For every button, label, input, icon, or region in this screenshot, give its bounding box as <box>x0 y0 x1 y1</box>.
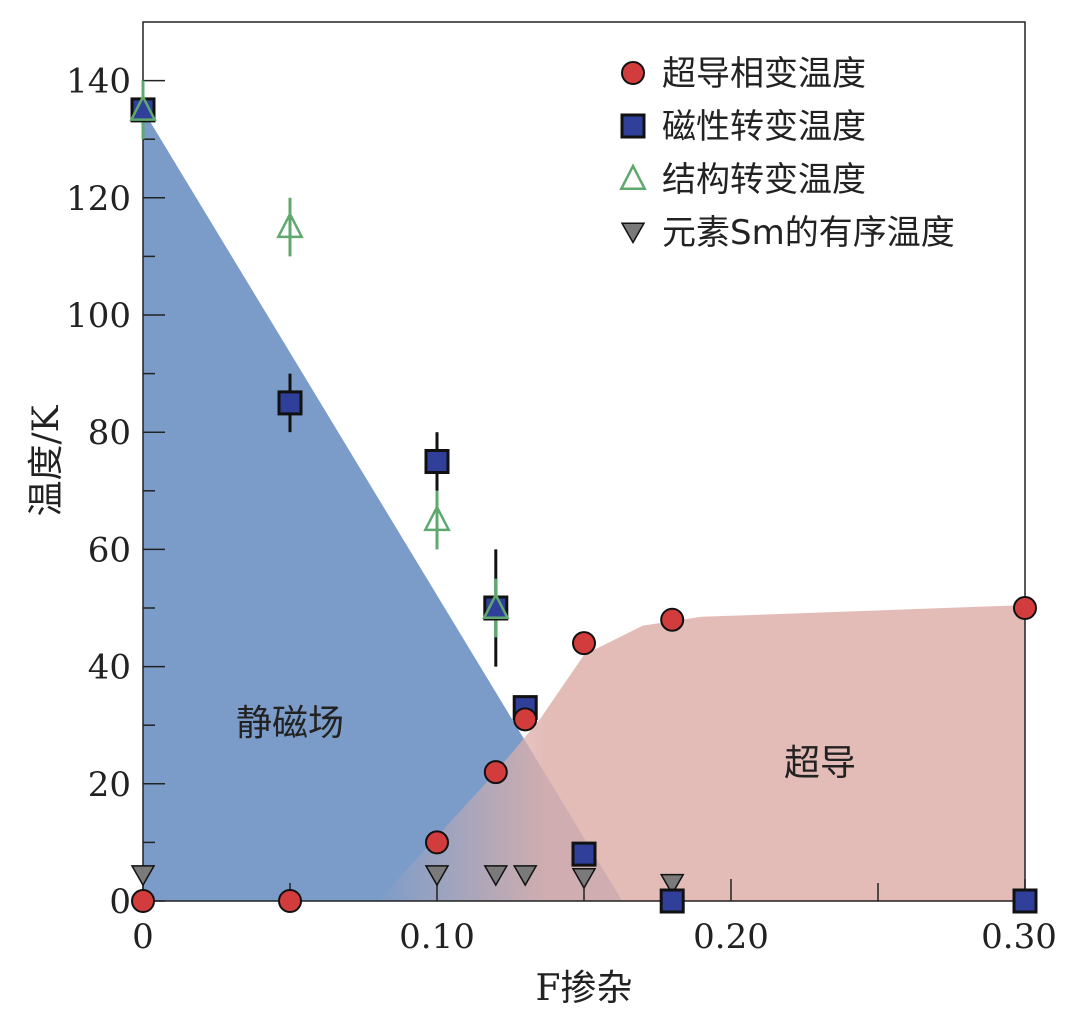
data-point <box>483 865 509 887</box>
data-point <box>277 390 303 416</box>
y-tick-label: 40 <box>88 648 131 688</box>
legend-marker <box>620 113 646 139</box>
y-axis-title: 温度/K <box>26 404 67 516</box>
legend-label: 磁性转变温度 <box>662 107 866 147</box>
tick-labels: 0 0.10 0.20 0.30 0 20 40 60 80 100 120 140 <box>66 62 1057 957</box>
data-point <box>659 873 685 896</box>
data-point <box>276 211 304 239</box>
x-tick-label: 0.10 <box>399 917 475 957</box>
data-point <box>572 631 596 656</box>
x-axis-title: F掺杂 <box>536 968 633 1009</box>
data-point <box>423 504 451 532</box>
data-point <box>483 760 508 785</box>
superconducting-region <box>378 605 1025 901</box>
data-point <box>278 889 302 913</box>
y-tick-label: 100 <box>66 296 131 336</box>
data-point <box>130 865 156 887</box>
legend-label: 超导相变温度 <box>662 54 866 94</box>
y-tick-label: 120 <box>66 179 131 219</box>
data-markers <box>129 94 1038 914</box>
data-point <box>571 841 597 867</box>
legend-label: 结构转变温度 <box>662 160 866 200</box>
y-tick-label: 60 <box>88 530 131 570</box>
data-point <box>425 830 449 855</box>
data-point <box>131 889 155 913</box>
x-tick-label: 0 <box>132 917 154 957</box>
x-tick-label: 0.20 <box>693 917 769 957</box>
data-point <box>424 449 450 474</box>
y-tick-label: 80 <box>88 413 131 453</box>
data-point <box>424 865 450 887</box>
data-point <box>512 865 538 887</box>
x-tick-label: 0.30 <box>981 917 1057 957</box>
data-point <box>482 592 510 619</box>
legend-label: 元素Sm的有序温度 <box>662 213 955 253</box>
legend-marker <box>619 163 647 190</box>
data-point <box>1012 888 1038 914</box>
data-point <box>660 607 685 632</box>
data-point <box>659 888 685 914</box>
legend-marker <box>620 222 646 244</box>
y-tick-label: 20 <box>88 765 131 805</box>
data-point <box>129 94 157 121</box>
region-label-superconducting: 超导 <box>784 743 856 784</box>
y-tick-label: 140 <box>66 62 131 102</box>
magnetic-region <box>143 109 623 901</box>
region-label-magnetic: 静磁场 <box>236 703 344 744</box>
data-point <box>1013 596 1037 620</box>
y-tick-label: 0 <box>109 882 131 922</box>
data-point <box>571 868 597 890</box>
legend-marker <box>621 61 645 85</box>
data-point <box>513 707 538 732</box>
